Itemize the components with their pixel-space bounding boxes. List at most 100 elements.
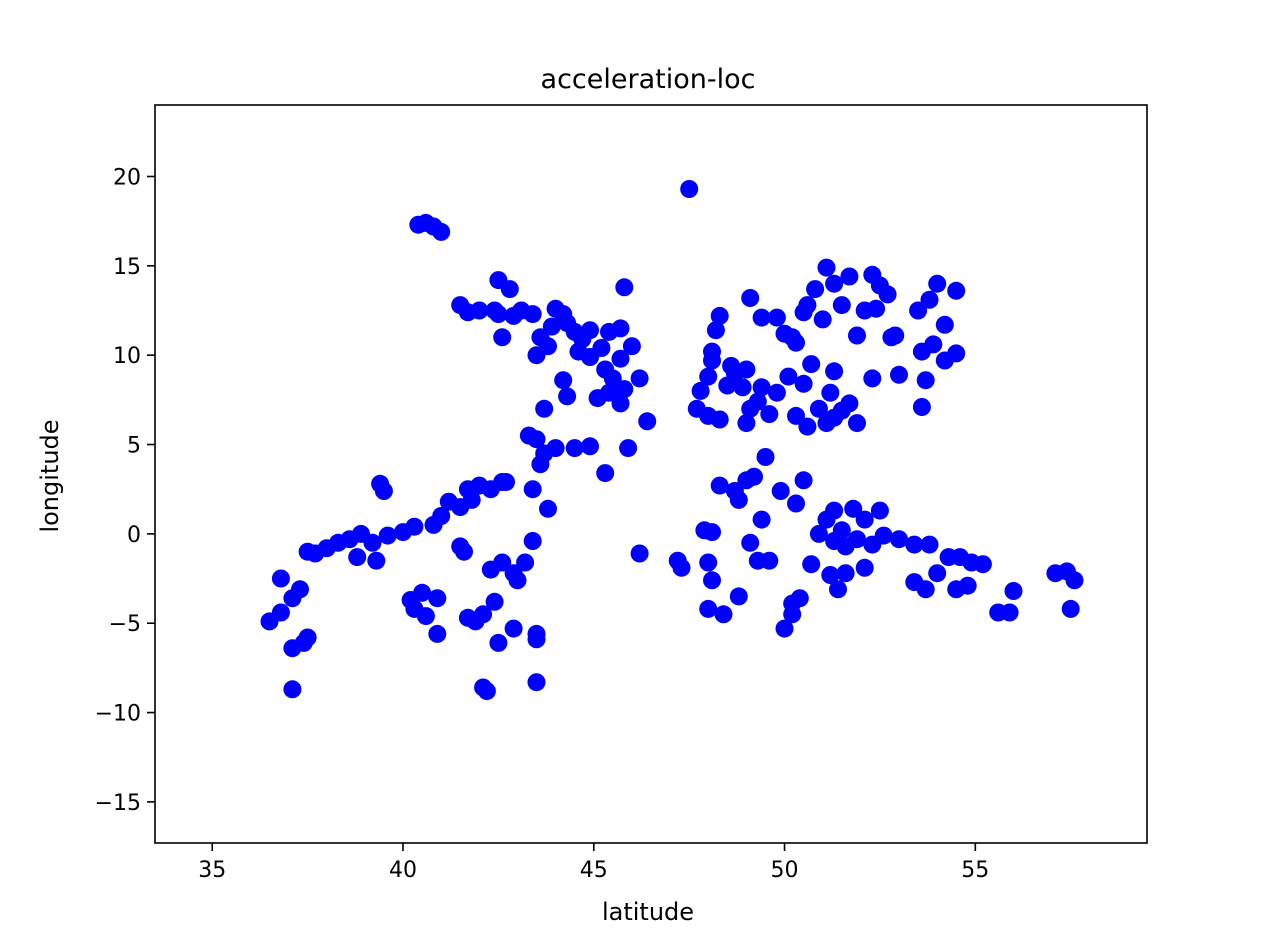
data-point-78 <box>348 548 367 567</box>
data-point-182 <box>710 476 729 495</box>
data-point-138 <box>817 258 836 277</box>
data-point-178 <box>947 344 966 363</box>
data-point-118 <box>706 321 725 340</box>
data-point-242 <box>748 551 767 570</box>
data-point-109 <box>271 603 290 622</box>
x-axis-label: latitude <box>602 898 694 926</box>
data-point-105 <box>271 569 290 588</box>
chart-title: acceleration-loc <box>541 64 756 95</box>
data-point-200 <box>870 501 889 520</box>
data-point-57 <box>374 482 393 500</box>
data-point-52 <box>619 439 638 458</box>
y-tick-label: −10 <box>95 702 141 727</box>
data-point-87 <box>485 592 504 611</box>
data-point-189 <box>741 533 760 552</box>
data-point-135 <box>798 296 817 315</box>
data-point-14 <box>523 305 542 324</box>
data-point-151 <box>825 362 844 381</box>
data-point-241 <box>729 587 748 606</box>
data-point-136 <box>806 280 825 299</box>
data-point-217 <box>829 580 847 599</box>
data-point-139 <box>825 274 844 293</box>
data-point-27 <box>611 319 630 338</box>
data-point-112 <box>298 628 317 647</box>
data-point-104 <box>527 673 546 692</box>
y-axis-label: longitude <box>36 419 64 532</box>
data-point-174 <box>924 335 943 354</box>
x-axis: 35 40 45 50 55 <box>198 843 989 883</box>
data-point-240 <box>714 605 733 624</box>
data-point-50 <box>581 437 599 456</box>
data-point-88 <box>481 560 500 579</box>
y-tick-label: 5 <box>127 434 141 459</box>
data-point-185 <box>745 467 763 486</box>
data-point-186 <box>756 448 775 466</box>
data-point-36 <box>611 394 630 413</box>
data-point-168 <box>787 406 805 425</box>
y-tick-label: 10 <box>113 344 141 369</box>
plot-frame <box>154 104 1148 844</box>
data-point-229 <box>1061 599 1080 618</box>
y-tick-label: 20 <box>113 165 141 190</box>
y-tick-label: 0 <box>127 523 141 548</box>
data-point-160 <box>794 374 813 393</box>
x-tick-label: 35 <box>198 858 226 883</box>
data-point-179 <box>916 371 935 390</box>
data-point-119 <box>710 306 729 325</box>
data-point-130 <box>767 308 786 327</box>
y-tick-label: 15 <box>113 255 141 280</box>
data-point-162 <box>767 383 786 402</box>
data-point-150 <box>863 369 882 388</box>
data-point-97 <box>428 624 447 643</box>
data-point-127 <box>760 405 779 424</box>
data-point-0 <box>680 180 699 198</box>
y-tick-label: −5 <box>109 612 141 637</box>
data-point-115 <box>699 367 718 386</box>
data-point-65 <box>439 492 458 511</box>
data-point-60 <box>462 490 481 509</box>
data-point-141 <box>840 267 859 286</box>
data-point-163 <box>722 356 741 375</box>
data-point-176 <box>947 281 966 300</box>
data-point-53 <box>638 412 657 431</box>
x-tick-label: 45 <box>580 858 608 883</box>
data-point-166 <box>710 410 729 429</box>
data-point-4 <box>432 222 451 241</box>
data-point-95 <box>428 589 447 608</box>
data-point-180 <box>912 398 931 416</box>
data-point-42 <box>527 346 546 365</box>
data-point-172 <box>928 274 947 293</box>
data-point-175 <box>935 315 954 334</box>
data-point-70 <box>378 526 397 545</box>
data-point-128 <box>741 289 760 307</box>
data-point-91 <box>474 605 493 624</box>
data-point-125 <box>748 392 767 411</box>
data-point-86 <box>508 571 527 590</box>
data-point-199 <box>855 510 874 529</box>
x-tick-label: 40 <box>389 858 417 883</box>
data-point-64 <box>493 473 512 491</box>
data-point-222 <box>958 576 977 595</box>
x-tick-label: 55 <box>961 858 989 883</box>
data-point-212 <box>973 555 992 574</box>
data-point-171 <box>920 290 939 309</box>
data-point-39 <box>554 371 573 390</box>
data-point-35 <box>600 383 618 402</box>
data-point-85 <box>516 553 535 572</box>
data-point-188 <box>752 510 771 529</box>
data-point-232 <box>783 605 802 624</box>
data-point-206 <box>890 530 908 549</box>
x-tick-label: 50 <box>771 858 799 883</box>
data-point-234 <box>699 553 718 572</box>
data-point-133 <box>787 333 805 352</box>
data-point-193 <box>794 471 813 490</box>
data-point-40 <box>558 387 577 406</box>
data-point-149 <box>890 365 908 384</box>
data-point-55 <box>539 499 557 518</box>
data-point-29 <box>603 369 622 388</box>
data-point-146 <box>867 299 886 318</box>
data-point-129 <box>752 308 771 327</box>
data-point-101 <box>527 630 546 649</box>
data-point-99 <box>504 619 523 638</box>
data-point-219 <box>916 580 935 599</box>
